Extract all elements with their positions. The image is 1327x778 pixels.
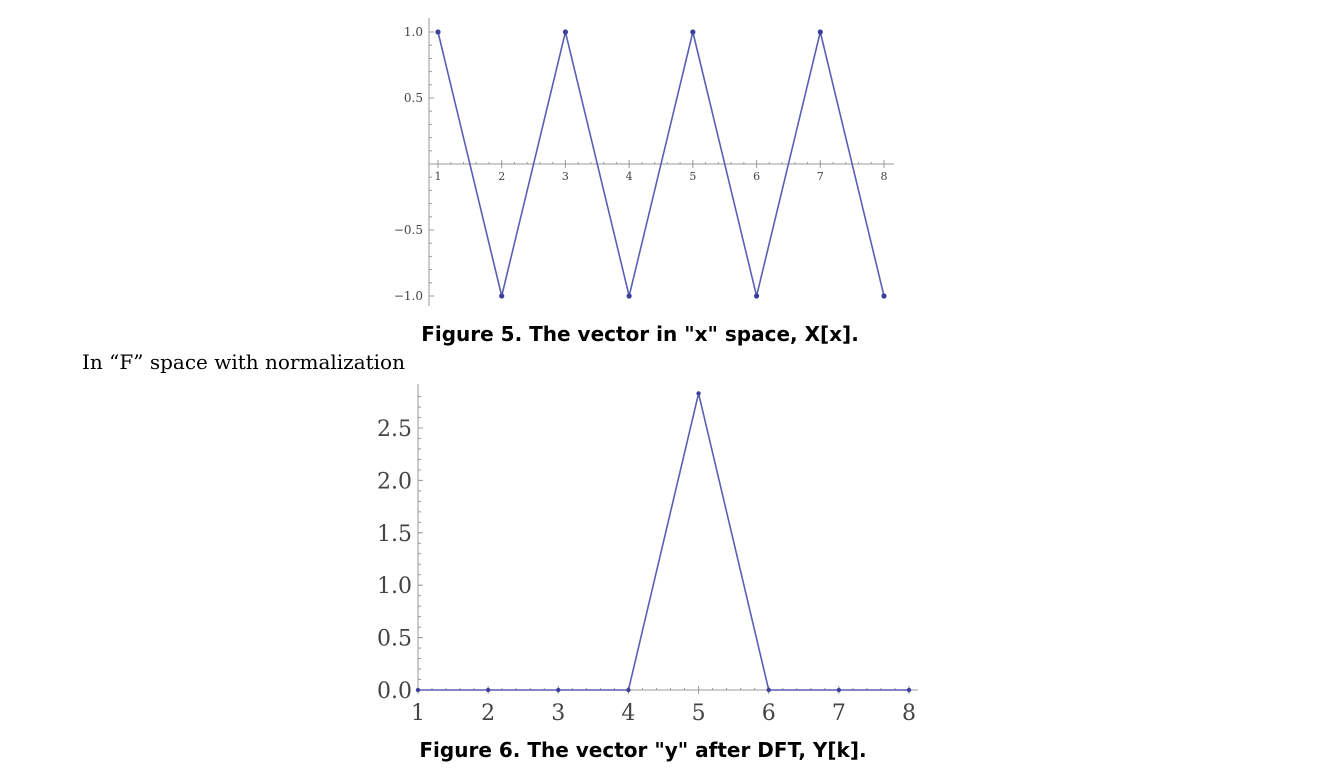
y-tick-label: −1.0 [394,289,423,303]
y-tick-label: 1.0 [377,574,412,599]
x-tick-label: 5 [689,170,696,183]
data-point [415,687,421,693]
data-point [556,687,561,693]
y-tick-label: 1.0 [404,25,423,39]
figure-5-caption: Figure 5. The vector in "x" space, X[x]. [421,322,859,346]
x-tick-label: 4 [621,701,635,726]
y-tick-label: 0.5 [377,627,412,652]
x-tick-label: 6 [753,170,760,183]
figure-6-caption: Figure 6. The vector "y" after DFT, Y[k]… [419,738,866,762]
y-tick-label: 1.5 [377,522,412,547]
data-point [766,687,771,693]
x-tick-label: 7 [817,170,824,183]
x-tick-label: 5 [692,701,706,726]
data-point [562,29,569,35]
data-point [485,687,491,693]
data-point [690,29,696,35]
y-tick-label: 2.5 [377,417,412,442]
x-tick-label: 1 [435,170,442,183]
chart-x-space: 1 2 3 4 5 6 7 8 1.0 0.5 −0.5 −1.0 [394,18,894,306]
x-tick-label: 2 [481,701,495,726]
series-line [418,393,909,691]
data-point [435,29,441,35]
data-point [906,687,912,693]
x-tick-label: 2 [498,170,505,183]
chart-f-space: 1 2 3 4 5 6 7 8 2.5 2.0 1.5 1.0 0.5 0.0 [377,384,918,726]
x-tick-label: 7 [832,701,846,726]
x-tick-label: 1 [411,701,425,726]
y-tick-label: 2.0 [377,469,412,494]
x-tick-label: 8 [902,701,916,726]
x-tick-label: 3 [562,170,569,183]
data-point [626,293,632,299]
x-tick-label: 3 [551,701,565,726]
series-line [437,31,885,297]
data-point [696,391,701,396]
y-tick-label: 0.0 [377,679,412,704]
x-tick-label: 4 [626,170,633,183]
x-tick-label: 8 [881,170,888,183]
data-point [753,293,760,299]
paragraph-text: In “F” space with normalization [82,350,405,374]
y-tick-label: −0.5 [394,223,423,237]
data-point [836,687,842,693]
data-point [499,293,505,299]
x-tick-label: 6 [762,701,776,726]
data-point [626,687,631,693]
data-point [881,293,887,299]
data-point [817,29,823,35]
y-tick-label: 0.5 [404,91,423,105]
